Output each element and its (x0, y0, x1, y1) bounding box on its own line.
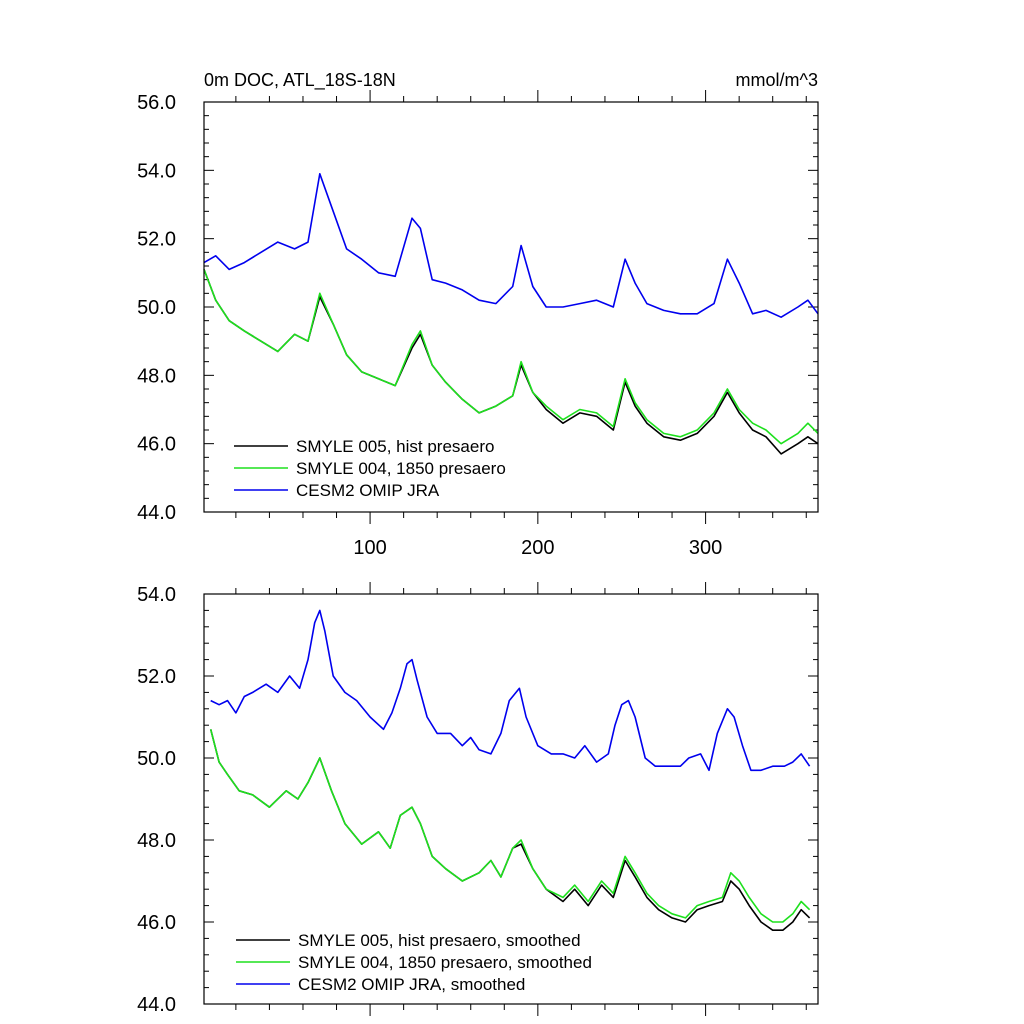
y-tick-label: 46.0 (137, 912, 176, 934)
x-tick-label: 200 (521, 537, 554, 559)
series-line-cesm2-omip-jra-smoothed (210, 609, 811, 772)
series-line-smyle-004-1850-presaero (203, 269, 819, 445)
y-tick-label: 48.0 (137, 830, 176, 852)
y-tick-label: 50.0 (137, 748, 176, 770)
bottom-panel-frame (203, 593, 819, 1005)
legend-label-smyle-005-smoothed: SMYLE 005, hist presaero, smoothed (298, 931, 581, 950)
legend-label-cesm2-omip-smoothed: CESM2 OMIP JRA, smoothed (298, 975, 525, 994)
series-line-cesm2-omip-jra (203, 173, 819, 319)
legend-label-cesm2-omip: CESM2 OMIP JRA (296, 481, 440, 500)
series-line-smyle-004-1850-presaero-smoothed (209, 729, 811, 923)
top-panel-frame (203, 101, 819, 513)
series-line-smyle-005-hist-presaero (203, 269, 819, 455)
bottom-panel: 44.0 46.0 48.0 50.0 52.0 54.0 SMYLE 005, hist… (137, 582, 819, 1016)
top-panel-legend: SMYLE 005, hist presaero SMYLE 004, 1850… (234, 437, 506, 500)
y-tick-label: 44.0 (137, 994, 176, 1016)
y-tick-label: 56.0 (137, 92, 176, 114)
legend-label-smyle-004: SMYLE 004, 1850 presaero (296, 459, 506, 478)
y-tick-label: 46.0 (137, 434, 176, 456)
bottom-panel-ticks: 44.0 46.0 48.0 50.0 52.0 54.0 (137, 582, 818, 1016)
top-panel-ticks: 44.0 46.0 48.0 50.0 52.0 54.0 56.0 100 200 300 (137, 90, 818, 559)
legend-label-smyle-004-smoothed: SMYLE 004, 1850 presaero, smoothed (298, 953, 592, 972)
top-panel-title: 0m DOC, ATL_18S-18N (204, 70, 396, 91)
y-tick-label: 52.0 (137, 229, 176, 251)
legend-label-smyle-005: SMYLE 005, hist presaero (296, 437, 494, 456)
y-tick-label: 54.0 (137, 160, 176, 182)
y-tick-label: 54.0 (137, 584, 176, 606)
series-line-smyle-005-hist-presaero-smoothed (209, 729, 811, 932)
top-panel: 0m DOC, ATL_18S-18N mmol/m^3 44.0 46.0 48.… (137, 70, 819, 559)
bottom-panel-legend: SMYLE 005, hist presaero, smoothed SMYLE… (236, 931, 592, 994)
y-tick-label: 48.0 (137, 365, 176, 387)
y-tick-label: 44.0 (137, 502, 176, 524)
bottom-panel-series (209, 609, 811, 932)
top-panel-units: mmol/m^3 (736, 70, 818, 90)
x-tick-label: 100 (353, 537, 386, 559)
y-tick-label: 52.0 (137, 666, 176, 688)
top-panel-series (203, 173, 819, 455)
y-tick-label: 50.0 (137, 297, 176, 319)
x-tick-label: 300 (689, 537, 722, 559)
